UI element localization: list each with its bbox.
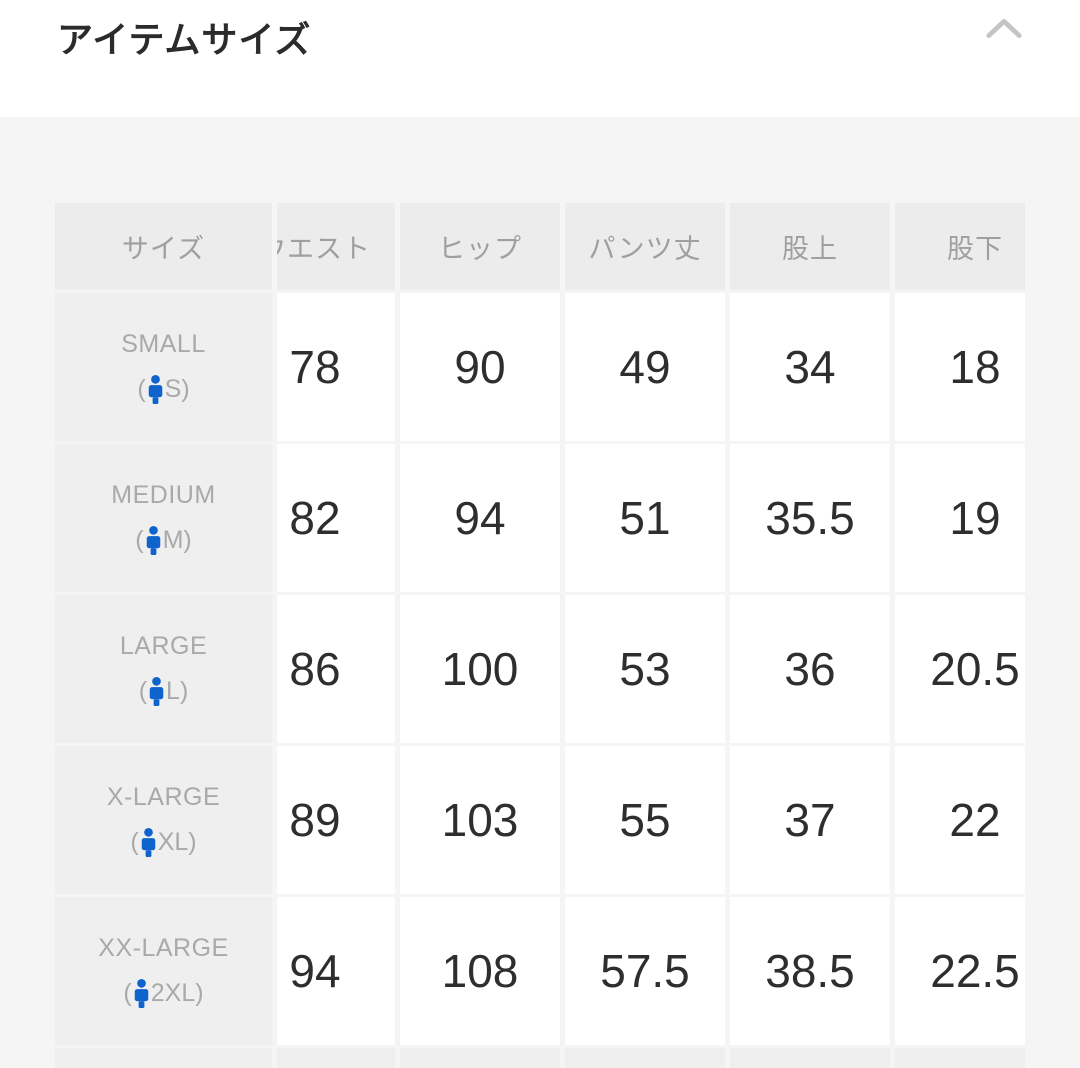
size-name-label: MEDIUM xyxy=(111,481,216,509)
column-header-pants-length: パンツ丈 xyxy=(565,203,725,290)
size-name-label: SMALL xyxy=(121,330,206,358)
partial-row-cell xyxy=(400,1048,560,1068)
cell-medium-inseam: 19 xyxy=(895,444,1025,592)
cell-xxlarge-hip: 108 xyxy=(400,897,560,1045)
cell-small-inseam: 18 xyxy=(895,293,1025,441)
person-icon xyxy=(141,828,155,857)
paren-open: ( xyxy=(135,526,144,554)
partial-row-cell xyxy=(565,1048,725,1068)
partial-row-cell xyxy=(895,1048,1025,1068)
size-code-text: 2XL xyxy=(150,979,196,1007)
chevron-up-icon xyxy=(986,18,1022,38)
column-header-inseam: 股下 xyxy=(895,203,1025,290)
paren-close: ) xyxy=(188,828,197,856)
size-code-text: XL xyxy=(157,828,189,856)
person-icon xyxy=(146,526,160,555)
size-code-label: ( XL ) xyxy=(130,828,197,857)
paren-close: ) xyxy=(179,677,189,705)
cell-medium-hip: 94 xyxy=(400,444,560,592)
column-header-hip: ヒップ xyxy=(400,203,560,290)
size-name-label: LARGE xyxy=(119,632,208,660)
paren-close: ) xyxy=(195,979,204,1007)
size-code-label: ( 2XL ) xyxy=(123,979,204,1008)
person-icon xyxy=(149,677,164,706)
item-size-table: ウエスト ヒップ パンツ丈 股上 股下 78 90 49 34 18 82 94… xyxy=(55,203,1025,1068)
partial-row-cell xyxy=(55,1048,272,1068)
size-code-text: L xyxy=(166,677,180,705)
partial-row-cell xyxy=(730,1048,890,1068)
cell-large-hip: 100 xyxy=(400,595,560,743)
paren-open: ( xyxy=(137,375,146,403)
cell-xlarge-hip: 103 xyxy=(400,746,560,894)
column-header-rise: 股上 xyxy=(730,203,890,290)
size-code-label: ( M ) xyxy=(135,526,192,555)
collapse-section-button[interactable] xyxy=(980,8,1028,48)
page-title: アイテムサイズ xyxy=(57,19,312,60)
cell-xlarge-rise: 37 xyxy=(730,746,890,894)
size-row-label-medium: MEDIUM ( M ) xyxy=(55,444,272,592)
size-code-label: ( L ) xyxy=(138,677,189,706)
cell-small-rise: 34 xyxy=(730,293,890,441)
cell-xxlarge-pants-length: 57.5 xyxy=(565,897,725,1045)
cell-small-hip: 90 xyxy=(400,293,560,441)
person-icon xyxy=(148,375,162,404)
size-name-label: XX-LARGE xyxy=(98,934,229,962)
person-icon xyxy=(134,979,149,1008)
section-header: アイテムサイズ xyxy=(0,0,1080,117)
cell-xlarge-pants-length: 55 xyxy=(565,746,725,894)
paren-open: ( xyxy=(138,677,148,705)
size-row-label-small: SMALL ( S ) xyxy=(55,293,272,441)
paren-close: ) xyxy=(181,375,190,403)
size-code-text: S xyxy=(164,375,182,403)
cell-xlarge-inseam: 22 xyxy=(895,746,1025,894)
paren-close: ) xyxy=(183,526,192,554)
cell-medium-rise: 35.5 xyxy=(730,444,890,592)
size-table-fixed-column: サイズ SMALL ( S ) MEDIUM ( xyxy=(55,203,277,1068)
cell-large-pants-length: 53 xyxy=(565,595,725,743)
size-code-text: M xyxy=(162,526,184,554)
size-code-label: ( S ) xyxy=(137,375,190,404)
size-row-label-xxlarge: XX-LARGE ( 2XL ) xyxy=(55,897,272,1045)
size-name-label: X-LARGE xyxy=(106,783,221,811)
cell-large-inseam: 20.5 xyxy=(895,595,1025,743)
cell-xxlarge-inseam: 22.5 xyxy=(895,897,1025,1045)
size-table-scroll-area[interactable]: ウエスト ヒップ パンツ丈 股上 股下 78 90 49 34 18 82 94… xyxy=(235,203,1025,1068)
cell-small-pants-length: 49 xyxy=(565,293,725,441)
paren-open: ( xyxy=(123,979,132,1007)
column-header-size: サイズ xyxy=(55,203,272,290)
content-area: ウエスト ヒップ パンツ丈 股上 股下 78 90 49 34 18 82 94… xyxy=(0,117,1080,1068)
paren-open: ( xyxy=(130,828,139,856)
cell-medium-pants-length: 51 xyxy=(565,444,725,592)
size-row-label-large: LARGE ( L ) xyxy=(55,595,272,743)
cell-large-rise: 36 xyxy=(730,595,890,743)
cell-xxlarge-rise: 38.5 xyxy=(730,897,890,1045)
size-row-label-xlarge: X-LARGE ( XL ) xyxy=(55,746,272,894)
